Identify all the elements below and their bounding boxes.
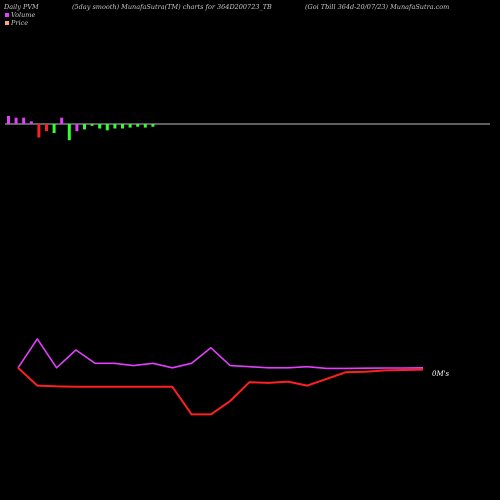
volume-bar [121,124,124,129]
legend-label-price: Price [11,19,29,27]
end-label: 0M's [432,370,450,378]
volume-bar [37,124,41,138]
price-lines [17,338,424,416]
volume-bar [7,115,10,124]
volume-bar [52,124,56,133]
volume-bar [143,124,147,128]
legend-item-price: Price [5,19,28,27]
volume-bar [98,124,102,129]
volume-bar [113,124,117,129]
volume-bar [151,124,155,127]
legend-swatch-volume [5,13,9,17]
price-line [17,367,424,416]
legend-item-volume: Volume [5,11,35,19]
volume-bars [7,115,155,141]
volume-bar [22,117,26,124]
volume-bar [29,121,33,124]
chart-title-left: Daily PVM [4,3,39,11]
volume-line [17,338,424,370]
volume-bar [136,124,140,127]
volume-bar [60,117,64,124]
volume-bar [14,117,18,124]
volume-bar [105,124,109,131]
volume-bar [45,124,48,132]
volume-bar [67,124,71,141]
volume-bar [75,124,79,132]
legend-swatch-price [5,21,9,25]
legend-label-volume: Volume [11,11,36,19]
volume-bar [128,124,132,128]
volume-bar [83,124,86,130]
volume-bar [90,124,94,126]
chart-title-center: (5day smooth) MunafaSutra(TM) charts for… [72,3,272,11]
chart-title-right: (Goi Tbill 364d-20/07/23) MunafaSutra.co… [305,3,450,11]
